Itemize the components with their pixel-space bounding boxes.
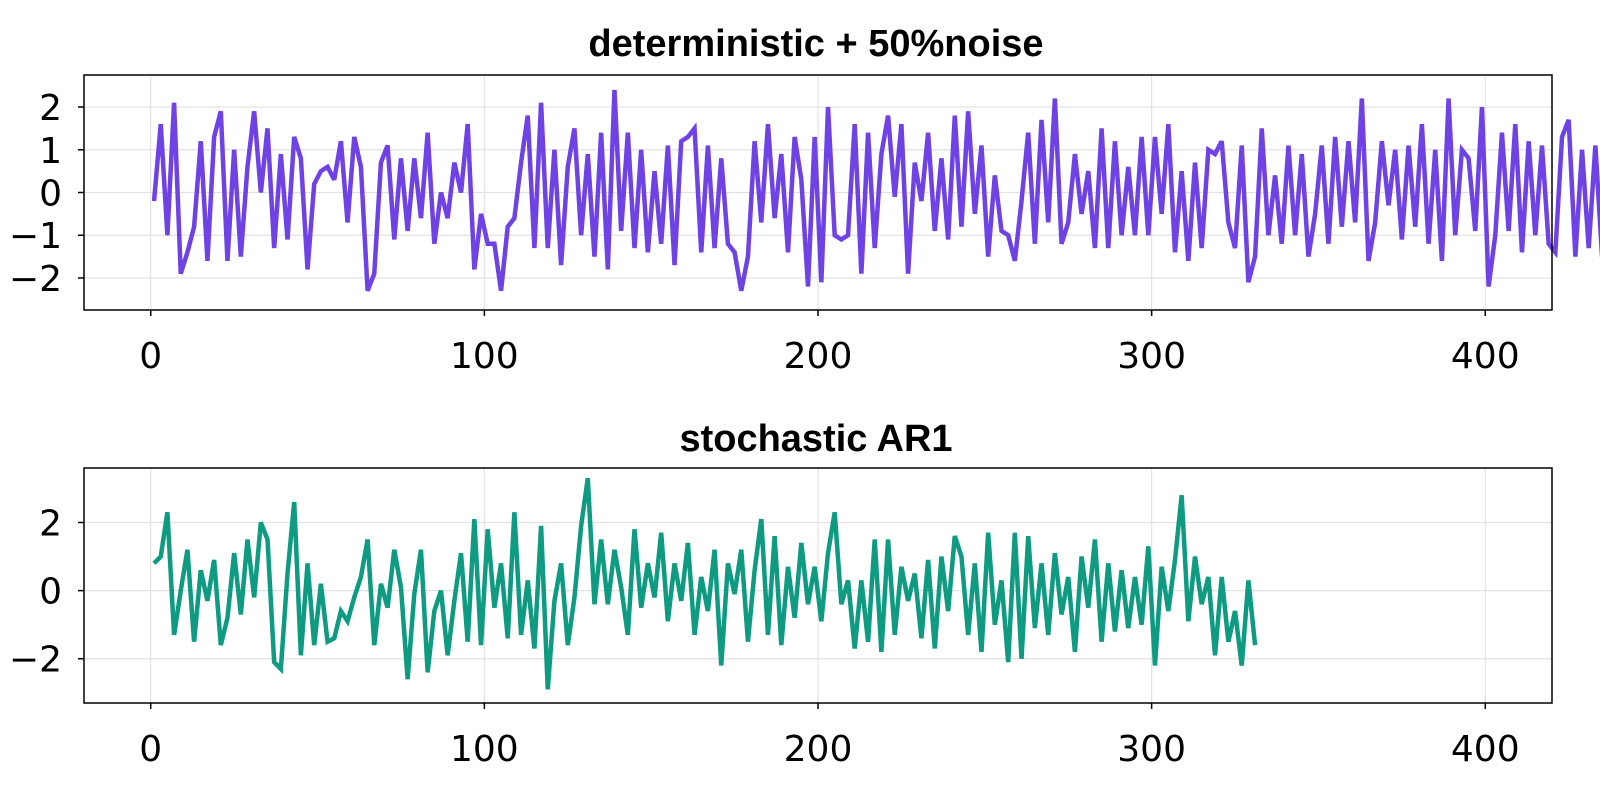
top-x-tick-label: 100 bbox=[450, 336, 519, 377]
top-panel: deterministic + 50%noise 0 100 200 300 400 −2… bbox=[9, 23, 1600, 377]
top-y-tick-label: 2 bbox=[39, 88, 62, 129]
bottom-chart-title: stochastic AR1 bbox=[679, 418, 952, 460]
top-y-tick-label: 0 bbox=[39, 174, 62, 215]
bottom-x-tick-label: 300 bbox=[1117, 729, 1186, 770]
top-chart-title: deterministic + 50%noise bbox=[588, 23, 1043, 65]
top-x-tick-label: 0 bbox=[139, 336, 162, 377]
top-series-line bbox=[151, 89, 1600, 292]
bottom-panel: stochastic AR1 0 100 200 300 400 −2 0 2 bbox=[9, 418, 1553, 770]
bottom-y-tick-label: 0 bbox=[39, 572, 62, 613]
bottom-x-tick-label: 400 bbox=[1451, 729, 1520, 770]
top-y-tick-label: −2 bbox=[9, 259, 62, 300]
bottom-x-tick-label: 100 bbox=[450, 729, 519, 770]
bottom-y-tick-label: −2 bbox=[9, 640, 62, 681]
top-y-tick-label: 1 bbox=[39, 131, 62, 172]
top-x-tick-label: 200 bbox=[784, 336, 853, 377]
top-y-tick-label: −1 bbox=[9, 216, 62, 257]
top-x-tick-label: 300 bbox=[1117, 336, 1186, 377]
top-x-tick-label: 400 bbox=[1451, 336, 1520, 377]
bottom-x-tick-label: 200 bbox=[784, 729, 853, 770]
bottom-y-tick-label: 2 bbox=[39, 503, 62, 544]
bottom-series-line bbox=[152, 477, 1258, 690]
bottom-x-tick-label: 0 bbox=[139, 729, 162, 770]
